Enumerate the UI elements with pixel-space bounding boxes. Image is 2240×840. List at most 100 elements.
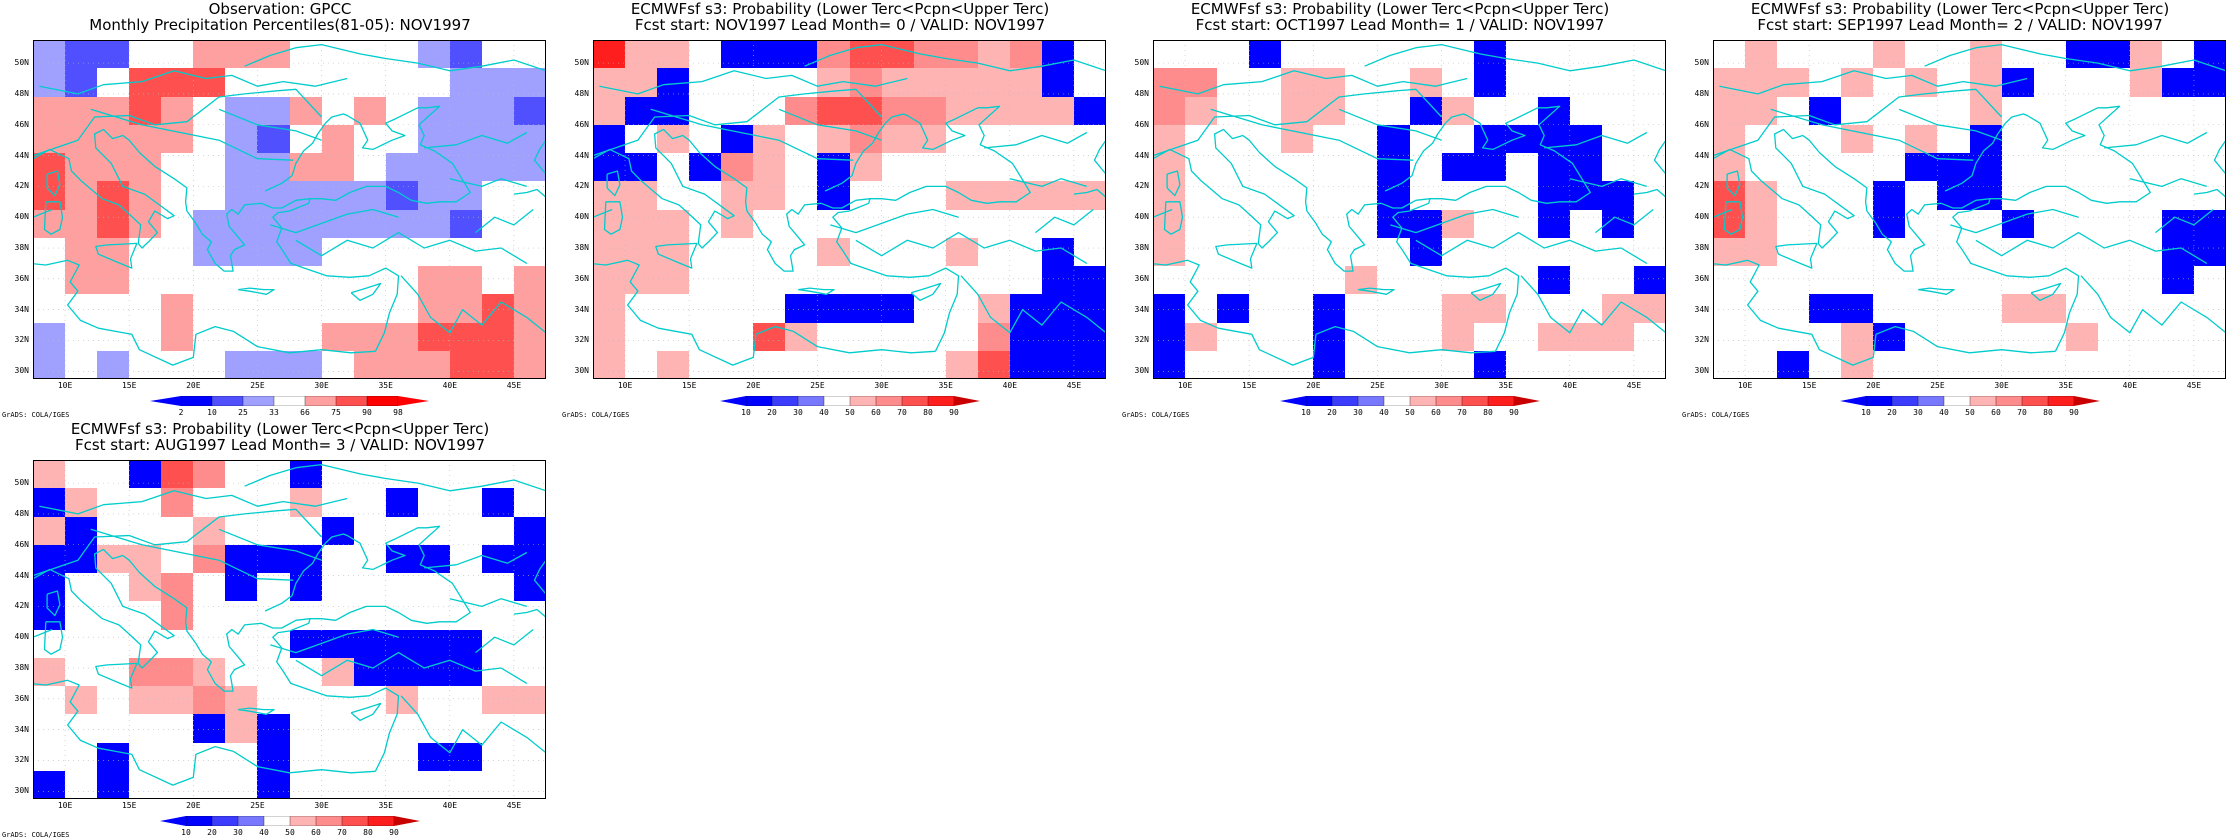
grid-cell (1345, 40, 1379, 69)
lat-tick-label: 34N (14, 724, 29, 734)
colorbar-label: 40 (1379, 408, 1389, 417)
grid-cell (1073, 322, 1106, 352)
grid-cell (33, 294, 66, 324)
grid-cell (97, 237, 130, 267)
lon-tick-label: 20E (1306, 381, 1321, 390)
grid-cell (513, 266, 546, 295)
grid-cell (657, 181, 690, 211)
grid-cell (1345, 124, 1379, 154)
grid-cell (753, 68, 786, 98)
grid-cell (1009, 294, 1043, 324)
lat-tick-label: 42N (14, 601, 29, 611)
coastline (593, 259, 936, 366)
grid-cell (689, 294, 722, 324)
grid-cell (225, 209, 259, 239)
grid-cell (1377, 294, 1411, 324)
grid-cell (321, 68, 355, 98)
grid-cell (33, 322, 66, 352)
colorbar-segment (720, 396, 746, 406)
grid-cell (1313, 322, 1346, 352)
panel-title-line2: Monthly Precipitation Percentiles(81-05)… (89, 16, 471, 34)
grid-cell (257, 209, 291, 239)
grid-cell (481, 153, 515, 182)
grid-cell (593, 68, 626, 98)
grid-cell (1633, 294, 1666, 324)
grid-cell (753, 350, 786, 379)
panel-title-line2: Fcst start: AUG1997 Lead Month= 3 / VALI… (74, 436, 486, 454)
coastline (244, 463, 546, 492)
grid-cell (753, 209, 786, 239)
lon-tick-label: 25E (250, 381, 265, 390)
grid-cell (881, 322, 915, 352)
panel-forecast-lead3: ECMWFsf s3: Probability (Lower Terc<Pcpn… (0, 420, 560, 840)
grid-cell (1569, 322, 1603, 352)
lat-tick-label: 42N (1134, 181, 1149, 191)
grid-cell (977, 209, 1011, 239)
grid-cell (65, 124, 98, 154)
grid-cell (481, 68, 515, 98)
grid-cell (353, 153, 387, 182)
lon-tick-label: 20E (746, 381, 761, 390)
grid-cell (1041, 266, 1075, 295)
coastline (1035, 208, 1094, 234)
grid-cell (593, 40, 626, 69)
colorbar-segment (186, 816, 212, 826)
colorbar-label: 40 (819, 408, 829, 417)
coastline (650, 108, 854, 161)
grid-cell (1409, 294, 1443, 324)
lon-tick-label: 40E (1002, 381, 1018, 390)
grid-cell (1537, 181, 1571, 211)
lon-tick-label: 25E (1930, 381, 1945, 390)
grid-cell (1185, 40, 1218, 69)
grid-cell (977, 266, 1011, 295)
lat-tick-label: 50N (574, 58, 589, 68)
coastline (1520, 275, 1666, 334)
colorbar-label: 60 (1991, 408, 2001, 417)
coastline (1364, 43, 1666, 72)
grid-cell (33, 124, 66, 154)
grid-cell (817, 322, 851, 352)
colorbar-label: 30 (1913, 408, 1923, 417)
colorbar-label: 30 (1353, 408, 1363, 417)
grid-cell (625, 40, 658, 69)
colorbar-label: 90 (949, 408, 959, 417)
grid-cell (881, 96, 915, 126)
colorbar-label: 33 (269, 408, 279, 417)
lon-tick-label: 30E (874, 381, 889, 390)
coastline (804, 43, 1106, 72)
grid-cell (977, 237, 1011, 267)
lon-tick-label: 45E (2186, 381, 2202, 390)
grid-cell (1345, 96, 1379, 126)
grid-cell (689, 124, 722, 154)
credit-label: GrADS: COLA/IGES (562, 411, 630, 419)
colorbar (720, 396, 980, 406)
grid-cell (321, 350, 355, 379)
grid-cell (65, 350, 98, 379)
grid-cell (1217, 237, 1250, 267)
lat-tick-label: 36N (1694, 273, 1709, 283)
grid-cell (33, 68, 66, 98)
grid-cell (1313, 350, 1346, 379)
grid-cell (689, 237, 722, 267)
grid-cell (321, 181, 355, 211)
grid-cell (593, 153, 626, 182)
lat-tick-label: 50N (14, 58, 29, 68)
grid-cell (1441, 68, 1475, 98)
grid-cell (1217, 350, 1250, 379)
grid-cell (721, 322, 754, 352)
grid-cell (1217, 209, 1250, 239)
lon-tick-label: 30E (1434, 381, 1449, 390)
colorbar-label: 70 (1457, 408, 1467, 417)
lat-tick-label: 34N (14, 304, 29, 314)
grid-cell (321, 266, 355, 295)
grid-cell (1249, 266, 1282, 295)
lon-tick-label: 30E (1994, 381, 2009, 390)
colorbar-label: 75 (331, 408, 341, 417)
grid-cell (449, 294, 483, 324)
grid-cell (33, 153, 66, 182)
grid-cell (1441, 350, 1475, 379)
lat-tick-label: 34N (574, 304, 589, 314)
map-area (1153, 40, 1666, 379)
grid-cell (1249, 237, 1282, 267)
grid-cell (1281, 237, 1314, 267)
